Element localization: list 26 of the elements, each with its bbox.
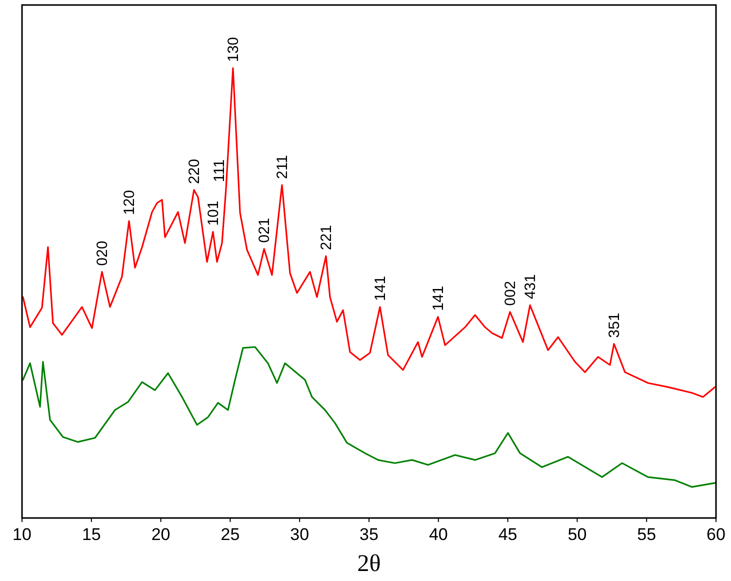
x-tick-label: 45 — [498, 525, 518, 544]
x-tick-label: 20 — [151, 525, 170, 544]
x-tick-label: 50 — [568, 525, 587, 544]
annotation: 111 — [211, 159, 228, 182]
annotation: 431 — [522, 274, 540, 300]
annotation: 351 — [606, 312, 623, 338]
annotation: 211 — [274, 155, 291, 179]
x-tick-label: 10 — [12, 525, 32, 544]
annotation: 141 — [430, 286, 447, 311]
annotation: 120 — [121, 190, 138, 215]
annotation: 101 — [204, 200, 222, 226]
x-axis-title: 2θ — [357, 551, 381, 577]
x-tick-label: 40 — [428, 525, 448, 544]
annotation: 221 — [318, 225, 335, 250]
annotation: 002 — [502, 280, 520, 306]
x-tick-label: 30 — [290, 525, 310, 544]
x-tick-label: 25 — [220, 525, 240, 544]
annotation: 021 — [256, 218, 274, 243]
x-tick-label: 60 — [706, 525, 726, 544]
x-tick-label: 15 — [82, 525, 101, 544]
annotation: 220 — [186, 158, 203, 184]
annotation: 130 — [224, 36, 242, 62]
annotation: 141 — [372, 276, 389, 301]
x-tick-label: 55 — [637, 525, 656, 544]
x-tick-label: 35 — [360, 525, 378, 544]
annotation: 020 — [94, 240, 111, 266]
